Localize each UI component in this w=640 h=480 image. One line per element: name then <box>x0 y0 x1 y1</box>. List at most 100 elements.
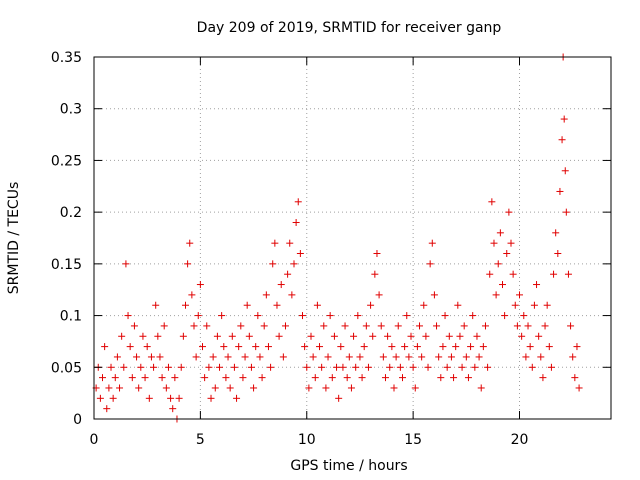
data-point <box>573 343 581 351</box>
data-point <box>275 332 283 340</box>
data-point <box>211 384 219 392</box>
data-point <box>439 343 447 351</box>
data-point <box>413 343 421 351</box>
y-tick-label: 0.05 <box>51 360 82 376</box>
data-point <box>558 136 566 144</box>
y-tick-label: 0.1 <box>60 309 82 325</box>
data-point <box>218 312 226 320</box>
data-point <box>473 332 481 340</box>
data-point <box>239 374 247 382</box>
data-point <box>330 332 338 340</box>
data-point <box>452 343 460 351</box>
data-point <box>279 353 287 361</box>
data-point <box>99 374 107 382</box>
data-point <box>481 322 489 330</box>
data-point <box>284 270 292 278</box>
data-point <box>107 363 115 371</box>
data-point <box>205 363 213 371</box>
data-point <box>539 374 547 382</box>
data-point <box>154 332 162 340</box>
chart-title: Day 209 of 2019, SRMTID for receiver gan… <box>197 20 502 36</box>
data-point <box>226 384 234 392</box>
data-point <box>343 374 351 382</box>
data-point <box>535 332 543 340</box>
data-point <box>175 394 183 402</box>
data-point <box>164 363 172 371</box>
data-point <box>467 343 475 351</box>
data-point <box>313 301 321 309</box>
data-point <box>137 363 145 371</box>
data-point <box>143 343 151 351</box>
data-point <box>339 363 347 371</box>
data-point <box>145 394 153 402</box>
data-point <box>456 332 464 340</box>
y-tick-label: 0.25 <box>51 153 82 169</box>
data-point <box>328 374 336 382</box>
data-point <box>224 353 232 361</box>
data-point <box>262 291 270 299</box>
data-point <box>494 260 502 268</box>
data-point <box>528 363 536 371</box>
data-point <box>396 363 404 371</box>
data-point <box>394 322 402 330</box>
data-point <box>109 394 117 402</box>
data-point <box>333 363 341 371</box>
data-point <box>547 363 555 371</box>
data-point <box>386 363 394 371</box>
data-point <box>441 312 449 320</box>
data-point <box>492 291 500 299</box>
data-point <box>303 363 311 371</box>
data-point <box>341 322 349 330</box>
data-point <box>228 332 236 340</box>
data-point <box>464 374 472 382</box>
data-point <box>233 394 241 402</box>
data-points <box>92 53 583 423</box>
x-tick-label: 15 <box>404 432 422 448</box>
data-point <box>235 343 243 351</box>
data-point <box>367 301 375 309</box>
data-point <box>290 260 298 268</box>
data-point <box>435 353 443 361</box>
data-point <box>362 322 370 330</box>
data-point <box>162 384 170 392</box>
data-point <box>286 239 294 247</box>
data-point <box>299 312 307 320</box>
data-point <box>318 363 326 371</box>
data-point <box>373 250 381 258</box>
data-point <box>167 394 175 402</box>
data-point <box>335 394 343 402</box>
data-point <box>305 384 313 392</box>
data-point <box>447 353 455 361</box>
data-point <box>320 322 328 330</box>
data-point <box>126 343 134 351</box>
data-point <box>501 312 509 320</box>
data-point <box>267 363 275 371</box>
data-point <box>220 343 228 351</box>
data-point <box>437 374 445 382</box>
data-point <box>409 363 417 371</box>
data-point <box>524 322 532 330</box>
data-point <box>354 312 362 320</box>
x-axis-label: GPS time / hours <box>290 458 407 474</box>
data-point <box>184 260 192 268</box>
data-point <box>326 312 334 320</box>
data-point <box>377 322 385 330</box>
data-point <box>479 343 487 351</box>
data-point <box>475 353 483 361</box>
data-point <box>294 198 302 206</box>
data-point <box>245 332 253 340</box>
data-point <box>347 384 355 392</box>
data-point <box>196 281 204 289</box>
data-point <box>237 322 245 330</box>
data-point <box>507 239 515 247</box>
data-point <box>273 301 281 309</box>
data-point <box>411 384 419 392</box>
data-point <box>260 322 268 330</box>
data-point <box>462 353 470 361</box>
data-point <box>177 363 185 371</box>
data-point <box>533 281 541 289</box>
data-point <box>498 281 506 289</box>
data-point <box>505 208 513 216</box>
data-point <box>488 198 496 206</box>
data-point <box>135 384 143 392</box>
